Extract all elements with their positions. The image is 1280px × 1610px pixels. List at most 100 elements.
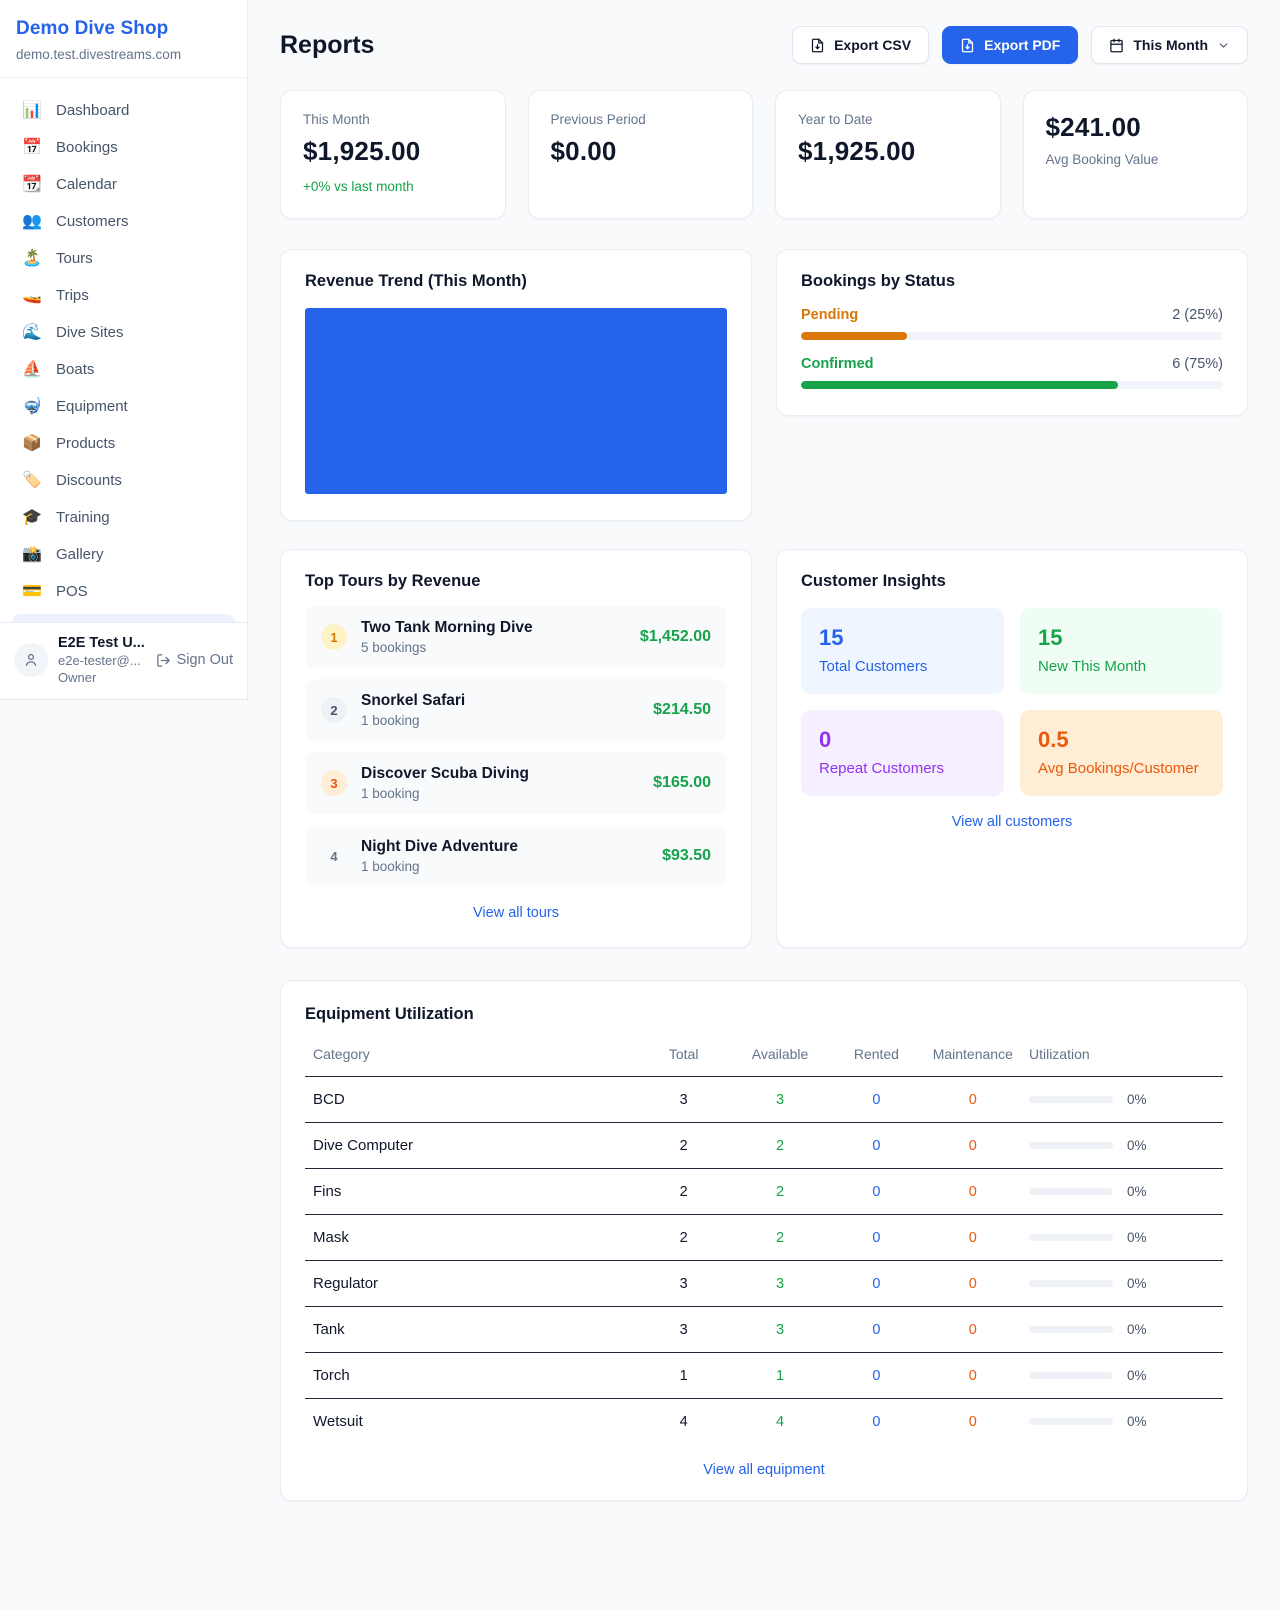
sidebar-item-gallery[interactable]: 📸 Gallery <box>12 536 235 573</box>
status-bar-fill <box>801 381 1118 389</box>
column-header-total: Total <box>635 1038 732 1077</box>
view-all-customers-link[interactable]: View all customers <box>951 814 1073 830</box>
revenue-trend-card: Revenue Trend (This Month) <box>280 249 752 521</box>
utilization-percent: 0% <box>1126 1322 1147 1337</box>
customers-icon: 👥 <box>22 212 42 230</box>
cell-available: 3 <box>731 1260 829 1307</box>
stat-label: Avg Booking Value <box>1045 152 1159 167</box>
person-icon <box>25 653 37 666</box>
table-row: Torch 1 1 0 0 0% <box>305 1352 1223 1399</box>
rank-badge: 2 <box>321 697 347 723</box>
top-tours-card: Top Tours by Revenue 1 Two Tank Morning … <box>280 549 752 948</box>
cell-maintenance: 0 <box>924 1168 1021 1215</box>
sidebar-item-label: Dashboard <box>56 102 130 119</box>
training-icon: 🎓 <box>22 508 42 526</box>
equipment-header-row: Category Total Available Rented Maintena… <box>305 1038 1223 1077</box>
insight-value: 0 <box>819 727 832 752</box>
insight-label: New This Month <box>1038 658 1147 675</box>
cell-total: 3 <box>635 1076 732 1123</box>
period-select[interactable]: This Month <box>1091 26 1248 64</box>
cell-rented: 0 <box>828 1168 925 1215</box>
table-row: Wetsuit 4 4 0 0 0% <box>305 1399 1223 1445</box>
utilization-percent: 0% <box>1126 1092 1147 1107</box>
customer-insights-card: Customer Insights 15 Total Customers 15 … <box>776 549 1248 948</box>
utilization-percent: 0% <box>1126 1230 1147 1245</box>
utilization-bar <box>1028 1372 1113 1379</box>
view-all-tours-link[interactable]: View all tours <box>473 905 559 921</box>
sidebar-item-label: Discounts <box>56 472 122 489</box>
sidebar-item-dashboard[interactable]: 📊 Dashboard <box>12 92 235 129</box>
table-row: Fins 2 2 0 0 0% <box>305 1168 1223 1215</box>
column-header-available: Available <box>731 1038 829 1077</box>
sidebar-item-customers[interactable]: 👥 Customers <box>12 203 235 240</box>
stat-value: $1,925.00 <box>303 136 421 166</box>
tour-amount: $165.00 <box>653 774 711 791</box>
table-row: Regulator 3 3 0 0 0% <box>305 1260 1223 1307</box>
sidebar-item-label: POS <box>56 583 88 600</box>
utilization-bar <box>1028 1280 1113 1287</box>
table-row: Tank 3 3 0 0 0% <box>305 1306 1223 1353</box>
status-row-pending: Pending 2 (25%) <box>801 307 1223 340</box>
insight-value: 15 <box>1038 625 1063 650</box>
rank-badge: 4 <box>330 848 338 864</box>
user-role: Owner <box>58 670 97 685</box>
cell-total: 2 <box>635 1122 732 1169</box>
app-root: Demo Dive Shop demo.test.divestreams.com… <box>0 0 1280 1535</box>
cell-rented: 0 <box>828 1076 925 1123</box>
pos-icon: 💳 <box>22 582 42 600</box>
sidebar-item-trips[interactable]: 🚤 Trips <box>12 277 235 314</box>
sidebar-item-reports-partial[interactable] <box>12 614 235 622</box>
main-content: Reports Export CSV Export PDF <box>248 0 1280 1535</box>
rank-badge: 1 <box>321 624 347 650</box>
status-row-confirmed: Confirmed 6 (75%) <box>801 356 1223 389</box>
sidebar-item-discounts[interactable]: 🏷️ Discounts <box>12 462 235 499</box>
export-csv-button[interactable]: Export CSV <box>792 26 930 64</box>
equipment-utilization-title: Equipment Utilization <box>305 1005 474 1023</box>
calendar-icon: 📆 <box>22 175 42 193</box>
insight-value: 0.5 <box>1038 727 1069 752</box>
page-title: Reports <box>280 30 375 59</box>
tour-bookings: 1 booking <box>361 713 420 728</box>
tour-item: 2 Snorkel Safari 1 booking $214.50 <box>305 679 727 741</box>
cell-rented: 0 <box>828 1260 925 1307</box>
sidebar-item-dive-sites[interactable]: 🌊 Dive Sites <box>12 314 235 351</box>
export-pdf-button[interactable]: Export PDF <box>942 26 1079 64</box>
sidebar-item-calendar[interactable]: 📆 Calendar <box>12 166 235 203</box>
cell-available: 2 <box>731 1122 829 1169</box>
stat-card-previous-period: Previous Period $0.00 <box>527 90 753 219</box>
sidebar-item-boats[interactable]: ⛵ Boats <box>12 351 235 388</box>
stat-card-year-to-date: Year to Date $1,925.00 <box>775 90 1001 219</box>
bookings-by-status-card: Bookings by Status Pending 2 (25%) Confi… <box>776 249 1248 416</box>
bookings-icon: 📅 <box>22 138 42 156</box>
sidebar-item-tours[interactable]: 🏝️ Tours <box>12 240 235 277</box>
sidebar-item-bookings[interactable]: 📅 Bookings <box>12 129 235 166</box>
cell-total: 4 <box>679 1413 688 1430</box>
tour-name: Discover Scuba Diving <box>361 765 529 782</box>
insight-repeat-customers: 0 Repeat Customers <box>801 710 1004 796</box>
tour-amount: $93.50 <box>662 847 711 864</box>
utilization-percent: 0% <box>1126 1276 1147 1291</box>
view-all-equipment-link[interactable]: View all equipment <box>703 1462 825 1478</box>
header-actions: Export CSV Export PDF This Month <box>792 26 1248 64</box>
cell-maintenance: 0 <box>924 1214 1021 1261</box>
status-bar-track <box>801 332 1223 340</box>
user-footer: E2E Test U... e2e-tester@... Owner Sign … <box>0 622 247 699</box>
tour-bookings: 1 booking <box>361 786 420 801</box>
utilization-bar <box>1028 1188 1113 1195</box>
user-email: e2e-tester@... <box>58 653 141 668</box>
stat-card-this-month: This Month $1,925.00 +0% vs last month <box>280 90 506 219</box>
sidebar-item-equipment[interactable]: 🤿 Equipment <box>12 388 235 425</box>
sidebar-item-pos[interactable]: 💳 POS <box>12 573 235 610</box>
column-header-rented: Rented <box>828 1038 925 1077</box>
cell-category: Mask <box>305 1214 636 1261</box>
utilization-percent: 0% <box>1126 1414 1147 1429</box>
sidebar: Demo Dive Shop demo.test.divestreams.com… <box>0 0 248 700</box>
sidebar-item-products[interactable]: 📦 Products <box>12 425 235 462</box>
table-row: Mask 2 2 0 0 0% <box>305 1214 1223 1261</box>
dive-sites-icon: 🌊 <box>22 323 42 341</box>
utilization-percent: 0% <box>1126 1138 1147 1153</box>
cell-rented: 0 <box>828 1122 925 1169</box>
sidebar-item-training[interactable]: 🎓 Training <box>12 499 235 536</box>
sign-out-button[interactable]: Sign Out <box>156 652 233 668</box>
cell-rented: 0 <box>828 1214 925 1261</box>
